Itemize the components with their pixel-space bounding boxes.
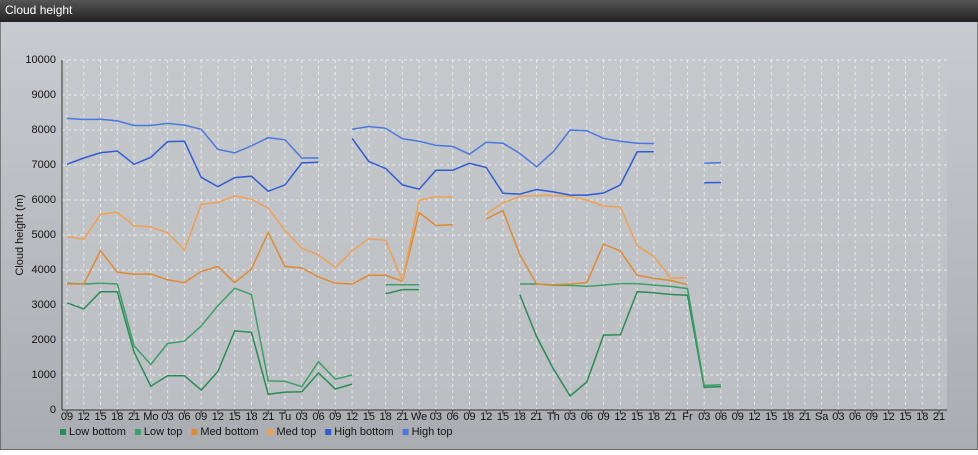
legend-swatch bbox=[60, 429, 66, 435]
x-tick-label: Sa bbox=[815, 411, 829, 423]
x-tick-label: 15 bbox=[765, 411, 777, 423]
x-tick-label: 12 bbox=[614, 411, 626, 423]
y-tick-label: 1000 bbox=[32, 369, 56, 381]
x-tick-label: 15 bbox=[631, 411, 643, 423]
x-tick-label: 09 bbox=[866, 411, 878, 423]
x-tick-label: 15 bbox=[497, 411, 509, 423]
y-tick-label: 9000 bbox=[32, 89, 56, 101]
x-tick-label: 18 bbox=[379, 411, 391, 423]
x-tick-label: 12 bbox=[78, 411, 90, 423]
x-tick-label: 06 bbox=[581, 411, 593, 423]
x-tick-label: 09 bbox=[732, 411, 744, 423]
x-tick-label: 21 bbox=[799, 411, 811, 423]
x-tick-label: 12 bbox=[883, 411, 895, 423]
legend-swatch bbox=[325, 429, 332, 435]
y-tick-label: 6000 bbox=[32, 194, 56, 206]
x-tick-label: 21 bbox=[665, 411, 677, 423]
x-tick-label: 06 bbox=[312, 411, 324, 423]
x-tick-label: 21 bbox=[262, 411, 274, 423]
series-line bbox=[66, 117, 722, 168]
x-tick-label: 09 bbox=[329, 411, 341, 423]
x-tick-label: 18 bbox=[514, 411, 526, 423]
y-tick-label: 0 bbox=[50, 404, 56, 416]
x-tick-label: 03 bbox=[698, 411, 710, 423]
legend-label: High top bbox=[412, 426, 453, 438]
x-tick-label: Th bbox=[547, 411, 560, 423]
x-tick-label: 06 bbox=[178, 411, 190, 423]
x-tick-label: 03 bbox=[832, 411, 844, 423]
y-tick-label: 8000 bbox=[32, 124, 56, 136]
x-tick-label: 03 bbox=[430, 411, 442, 423]
y-axis-label: Cloud height (m) bbox=[14, 194, 26, 275]
x-tick-label: 09 bbox=[597, 411, 609, 423]
x-tick-label: 12 bbox=[212, 411, 224, 423]
legend-label: Low top bbox=[144, 426, 183, 438]
x-tick-label: 09 bbox=[463, 411, 475, 423]
plot-area bbox=[62, 60, 947, 410]
series-line bbox=[66, 194, 688, 284]
x-tick-label: 15 bbox=[229, 411, 241, 423]
x-tick-label: We bbox=[411, 411, 427, 423]
x-tick-label: 18 bbox=[245, 411, 257, 423]
x-tick-label: 18 bbox=[111, 411, 123, 423]
series-line bbox=[67, 209, 688, 286]
legend-label: Med top bbox=[277, 426, 317, 438]
y-tick-label: 5000 bbox=[32, 229, 56, 241]
x-tick-label: 15 bbox=[94, 411, 106, 423]
y-tick-label: 2000 bbox=[32, 334, 56, 346]
legend-swatch bbox=[134, 429, 141, 435]
x-tick-label: 06 bbox=[849, 411, 861, 423]
x-tick-label: 18 bbox=[782, 411, 794, 423]
x-tick-label: 03 bbox=[161, 411, 173, 423]
x-tick-label: 21 bbox=[933, 411, 945, 423]
x-tick-label: 15 bbox=[899, 411, 911, 423]
series-line bbox=[66, 288, 722, 398]
legend-swatch bbox=[402, 429, 409, 435]
legend-swatch bbox=[267, 429, 274, 435]
y-tick-label: 3000 bbox=[32, 299, 56, 311]
series-line bbox=[66, 137, 722, 196]
title-bar bbox=[0, 0, 978, 22]
x-tick-label: Tu bbox=[279, 411, 291, 423]
x-tick-label: Fr bbox=[682, 411, 693, 423]
legend-label: Med bottom bbox=[200, 426, 258, 438]
x-tick-label: 15 bbox=[363, 411, 375, 423]
y-tick-label: 4000 bbox=[32, 264, 56, 276]
x-tick-label: 21 bbox=[396, 411, 408, 423]
x-tick-label: 21 bbox=[530, 411, 542, 423]
legend-label: Low bottom bbox=[69, 426, 126, 438]
chart-title: Cloud height bbox=[5, 3, 73, 17]
x-tick-label: 06 bbox=[715, 411, 727, 423]
y-tick-label: 10000 bbox=[25, 54, 56, 66]
y-tick-label: 7000 bbox=[32, 159, 56, 171]
x-tick-label: 03 bbox=[296, 411, 308, 423]
legend-swatch bbox=[191, 429, 198, 435]
x-tick-label: 06 bbox=[447, 411, 459, 423]
x-tick-label: 18 bbox=[916, 411, 928, 423]
legend-label: High bottom bbox=[334, 426, 393, 438]
x-tick-label: 21 bbox=[128, 411, 140, 423]
x-tick-label: 18 bbox=[648, 411, 660, 423]
x-tick-label: 03 bbox=[564, 411, 576, 423]
x-tick-label: 12 bbox=[480, 411, 492, 423]
x-tick-label: Mo bbox=[143, 411, 158, 423]
x-tick-label: 09 bbox=[61, 411, 73, 423]
x-tick-label: 09 bbox=[195, 411, 207, 423]
x-tick-label: 12 bbox=[748, 411, 760, 423]
x-tick-label: 12 bbox=[346, 411, 358, 423]
